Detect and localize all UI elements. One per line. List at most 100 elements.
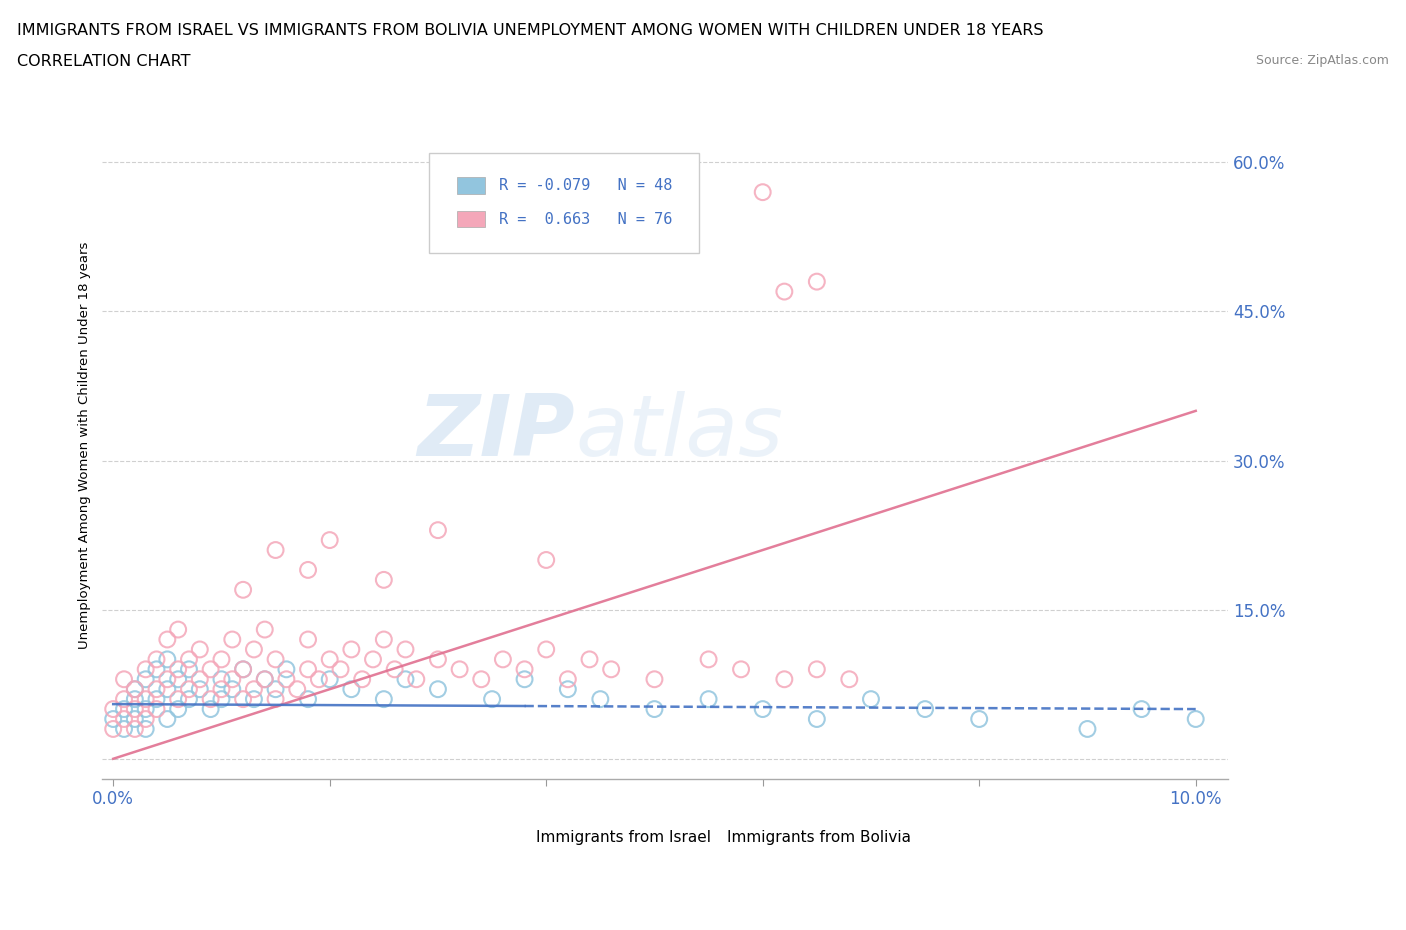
Point xyxy=(135,711,157,726)
Point xyxy=(156,682,179,697)
Text: IMMIGRANTS FROM ISRAEL VS IMMIGRANTS FROM BOLIVIA UNEMPLOYMENT AMONG WOMEN WITH : IMMIGRANTS FROM ISRAEL VS IMMIGRANTS FRO… xyxy=(17,23,1043,38)
Point xyxy=(643,701,665,716)
Point xyxy=(177,682,200,697)
Point xyxy=(806,711,828,726)
Text: Immigrants from Israel: Immigrants from Israel xyxy=(536,830,711,845)
Point xyxy=(426,682,449,697)
FancyBboxPatch shape xyxy=(688,830,721,845)
Point xyxy=(513,671,536,686)
Point xyxy=(145,662,167,677)
Point xyxy=(188,671,211,686)
Point xyxy=(751,701,773,716)
Point xyxy=(135,671,157,686)
Point xyxy=(534,642,557,657)
Point xyxy=(167,662,190,677)
Point xyxy=(232,582,254,597)
Text: CORRELATION CHART: CORRELATION CHART xyxy=(17,54,190,69)
Point xyxy=(806,274,828,289)
Point xyxy=(253,671,276,686)
Point xyxy=(557,671,579,686)
Point xyxy=(264,652,287,667)
Point xyxy=(177,662,200,677)
Point xyxy=(124,711,146,726)
Point xyxy=(156,652,179,667)
Point xyxy=(232,662,254,677)
Point xyxy=(221,632,243,647)
Point xyxy=(481,692,503,707)
Point xyxy=(264,692,287,707)
Point xyxy=(167,701,190,716)
Point xyxy=(243,682,266,697)
Point xyxy=(513,662,536,677)
Point xyxy=(156,711,179,726)
FancyBboxPatch shape xyxy=(496,830,530,845)
Point xyxy=(112,671,135,686)
Point xyxy=(145,682,167,697)
Point xyxy=(643,671,665,686)
Point xyxy=(188,682,211,697)
Point xyxy=(361,652,384,667)
FancyBboxPatch shape xyxy=(457,178,485,193)
Point xyxy=(534,552,557,567)
Point xyxy=(103,701,125,716)
Text: R = -0.079   N = 48: R = -0.079 N = 48 xyxy=(499,179,672,193)
Text: Immigrants from Bolivia: Immigrants from Bolivia xyxy=(727,830,911,845)
Point xyxy=(243,642,266,657)
Point xyxy=(264,682,287,697)
Point xyxy=(806,662,828,677)
Point xyxy=(145,652,167,667)
Point xyxy=(394,642,416,657)
Point xyxy=(135,722,157,737)
Point xyxy=(167,622,190,637)
Point xyxy=(276,671,298,686)
FancyBboxPatch shape xyxy=(457,210,485,227)
Point xyxy=(1076,722,1098,737)
Point xyxy=(297,662,319,677)
Point xyxy=(405,671,427,686)
Point xyxy=(297,692,319,707)
Y-axis label: Unemployment Among Women with Children Under 18 years: Unemployment Among Women with Children U… xyxy=(79,242,91,649)
Point xyxy=(211,671,233,686)
Point xyxy=(177,652,200,667)
Point xyxy=(124,722,146,737)
Point xyxy=(352,671,374,686)
Point xyxy=(751,185,773,200)
Point xyxy=(221,682,243,697)
Point xyxy=(276,662,298,677)
Text: ZIP: ZIP xyxy=(418,391,575,474)
Point xyxy=(426,652,449,667)
Point xyxy=(211,682,233,697)
Point xyxy=(156,671,179,686)
Point xyxy=(211,692,233,707)
Point xyxy=(589,692,612,707)
Point xyxy=(112,711,135,726)
Point xyxy=(373,573,395,588)
Point xyxy=(112,701,135,716)
Point xyxy=(232,662,254,677)
Point xyxy=(135,701,157,716)
Point xyxy=(373,692,395,707)
Point xyxy=(319,652,342,667)
Point xyxy=(124,682,146,697)
Point xyxy=(394,671,416,686)
Point xyxy=(773,285,796,299)
Point xyxy=(557,682,579,697)
Point xyxy=(297,632,319,647)
Point xyxy=(243,692,266,707)
Point xyxy=(773,671,796,686)
Point xyxy=(253,671,276,686)
Point xyxy=(145,692,167,707)
Point xyxy=(135,662,157,677)
Point xyxy=(211,652,233,667)
Point xyxy=(449,662,471,677)
Point xyxy=(578,652,600,667)
Point xyxy=(112,692,135,707)
Text: Source: ZipAtlas.com: Source: ZipAtlas.com xyxy=(1256,54,1389,67)
Point xyxy=(373,632,395,647)
Point xyxy=(145,701,167,716)
Point xyxy=(426,523,449,538)
Point xyxy=(492,652,515,667)
Point xyxy=(156,632,179,647)
Point xyxy=(340,682,363,697)
Point xyxy=(308,671,330,686)
